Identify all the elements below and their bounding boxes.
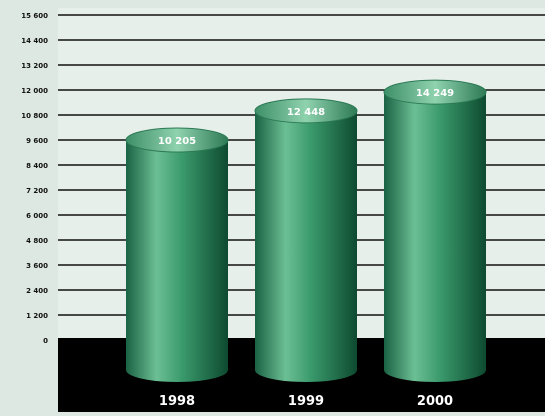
y-tick-label: 2 400	[26, 287, 48, 295]
y-axis-tick-labels: 0 1 200 2 400 3 600 4 800 6 000 7 200 8 400 9 60…	[21, 12, 48, 345]
data-label: 10 205	[158, 136, 196, 147]
bars: 10 205 12 448 14 249	[125, 79, 487, 382]
y-tick-label: 0	[43, 337, 48, 345]
data-label: 12 448	[287, 107, 325, 118]
bar-1999: 12 448	[254, 98, 358, 382]
y-tick-label: 9 600	[26, 137, 48, 145]
x-tick-label: 2000	[417, 394, 453, 409]
bar-1998: 10 205	[125, 127, 229, 382]
x-axis-tick-labels: 1998 1999 2000	[159, 394, 453, 409]
data-label: 14 249	[416, 88, 454, 99]
bar-body	[384, 92, 486, 382]
y-tick-label: 12 000	[21, 87, 48, 95]
bar-top	[254, 98, 358, 124]
y-tick-label: 4 800	[26, 237, 48, 245]
bar-body	[255, 110, 357, 382]
y-tick-label: 15 600	[21, 12, 48, 20]
bar-top	[383, 79, 487, 105]
x-tick-label: 1998	[159, 394, 195, 409]
bar-2000: 14 249	[383, 79, 487, 382]
y-tick-label: 13 200	[21, 62, 48, 70]
y-tick-label: 3 600	[26, 262, 48, 270]
y-tick-label: 8 400	[26, 162, 48, 170]
y-tick-label: 7 200	[26, 187, 48, 195]
bar-body	[126, 140, 228, 382]
bar-top	[125, 127, 229, 153]
x-tick-label: 1999	[288, 394, 324, 409]
y-tick-label: 10 800	[21, 112, 48, 120]
y-tick-label: 6 000	[26, 212, 48, 220]
y-tick-label: 14 400	[21, 37, 48, 45]
y-tick-label: 1 200	[26, 312, 48, 320]
